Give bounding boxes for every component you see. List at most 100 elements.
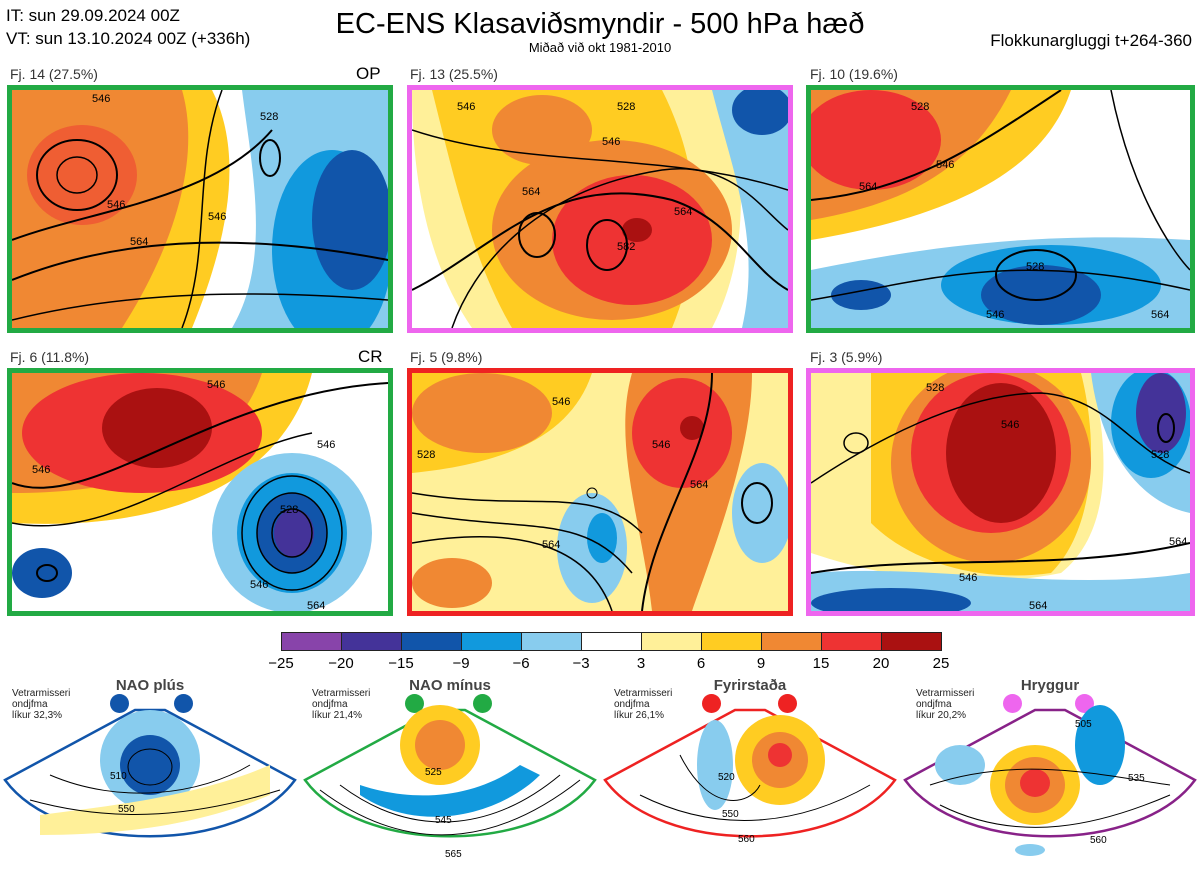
regime-note: Vetrarmisseri ondjfma líkur 21,4% (312, 688, 371, 721)
regime-note: Vetrarmisseri ondjfma líkur 20,2% (916, 688, 975, 721)
contour-label: 545 (435, 815, 452, 826)
contour-label: 560 (738, 834, 755, 845)
panel-label: Fj. 6 (11.8%) (10, 349, 90, 365)
contour-label: 505 (1075, 719, 1092, 730)
contour-label: 546 (1001, 419, 1019, 431)
panel-label: Fj. 13 (25.5%) (410, 66, 498, 82)
anomaly-map: 528 546 546 564 564 (412, 373, 788, 611)
contour-label: 528 (1151, 449, 1169, 461)
colorbar-tick-label: 15 (812, 655, 830, 672)
regime-title: NAO mínus (409, 677, 491, 694)
regime-title: Fyrirstaða (713, 677, 787, 694)
contour-label: 546 (250, 579, 268, 591)
contour-label: 520 (718, 772, 735, 783)
colorbar-swatch (521, 632, 582, 651)
forecast-times: IT: sun 29.09.2024 00Z VT: sun 13.10.202… (6, 4, 250, 50)
regime-dot (702, 694, 721, 713)
contour-label: 528 (926, 382, 944, 394)
cluster-map-panel: 528 546 546 564 564 (407, 368, 793, 616)
contour-label: 528 (280, 504, 298, 516)
contour-label: 564 (690, 479, 708, 491)
colorbar-swatch (341, 632, 402, 651)
colorbar-tick-label: −6 (512, 655, 530, 672)
regime-title: Hryggur (1020, 677, 1080, 694)
panel-label: Fj. 5 (9.8%) (410, 349, 483, 365)
regime-dot (110, 694, 129, 713)
cluster-map-panel: 528 546 564 528 546 564 (806, 85, 1195, 333)
panel-label: Fj. 14 (27.5%) (10, 66, 98, 82)
colorbar-swatch (881, 632, 942, 651)
contour-label: 528 (1026, 261, 1044, 273)
contour-label: 564 (674, 206, 692, 218)
contour-label: 564 (1169, 536, 1187, 548)
colorbar-swatch (701, 632, 762, 651)
regime-dot (1075, 694, 1094, 713)
contour-label: 525 (425, 767, 442, 778)
colorbar-swatch (761, 632, 822, 651)
contour-label: 528 (417, 449, 435, 461)
colorbar-tick-label: 20 (872, 655, 890, 672)
cluster-map-panel: 546 528 546 564 546 (7, 85, 393, 333)
contour-label: 564 (542, 539, 560, 551)
colorbar-tick-label: −9 (452, 655, 470, 672)
regime-dot (174, 694, 193, 713)
colorbar-tick-label: −25 (268, 655, 294, 672)
page-subtitle: Miðað við okt 1981-2010 (528, 40, 672, 55)
panel-tag: OP (356, 64, 381, 83)
contour-label: 546 (986, 309, 1004, 321)
page-title: EC-ENS Klasaviðsmyndir - 500 hPa hæð (335, 8, 865, 40)
contour-label: 546 (317, 439, 335, 451)
cluster-map-panel: 546 546 546 528 546 564 (7, 368, 393, 616)
contour-label: 528 (617, 101, 635, 113)
colorbar-swatch (641, 632, 702, 651)
regime-dot (1003, 694, 1022, 713)
colorbar-tick-label: 9 (756, 655, 766, 672)
contour-label: 546 (457, 101, 475, 113)
contour-label: 550 (118, 804, 135, 815)
colorbar-tick-label: 3 (636, 655, 646, 672)
contour-label: 535 (1128, 773, 1145, 784)
colorbar-tick-label: −20 (328, 655, 354, 672)
contour-label: 546 (92, 93, 110, 105)
cluster-map-panel: 546 528 564 546 564 582 (407, 85, 793, 333)
colorbar-swatch (461, 632, 522, 651)
contour-label: 564 (307, 600, 325, 611)
regime-title: NAO plús (115, 677, 185, 694)
anomaly-map: 546 546 546 528 546 564 (12, 373, 388, 611)
panel-tag: CR (358, 347, 383, 366)
contour-label: 550 (722, 809, 739, 820)
initial-time: IT: sun 29.09.2024 00Z (6, 6, 180, 25)
colorbar-swatch (581, 632, 642, 651)
regime-map: 510 550 (3, 708, 297, 838)
anomaly-map: 546 528 564 546 564 582 (412, 90, 788, 328)
contour-label: 564 (522, 186, 540, 198)
regime-row: NAO plús Vetrarmisseri ondjfma líkur 32,… (0, 675, 1200, 871)
contour-label: 546 (208, 211, 226, 223)
regime-dot (473, 694, 492, 713)
cluster-map-panel: 528 546 528 564 546 564 (806, 368, 1195, 616)
contour-label: 564 (859, 181, 877, 193)
contour-label: 546 (207, 379, 225, 391)
contour-label: 510 (110, 771, 127, 782)
contour-label: 546 (652, 439, 670, 451)
regime-map: 505 535 560 (903, 705, 1197, 856)
colorbar-swatch (281, 632, 342, 651)
regime-dot (778, 694, 797, 713)
contour-label: 546 (959, 572, 977, 584)
regime-dot (405, 694, 424, 713)
contour-label: 546 (552, 396, 570, 408)
anomaly-map: 528 546 564 528 546 564 (811, 90, 1190, 328)
classification-window: Flokkunargluggi t+264-360 (990, 31, 1192, 50)
valid-time: VT: sun 13.10.2024 00Z (+336h) (6, 29, 251, 48)
anomaly-map: 546 528 546 564 546 (12, 90, 388, 328)
contour-label: 564 (1029, 600, 1047, 611)
anomaly-map: 528 546 528 564 546 564 (811, 373, 1190, 611)
contour-label: 546 (936, 159, 954, 171)
contour-label: 546 (107, 199, 125, 211)
regime-map: 525 545 565 (303, 705, 597, 860)
panel-label: Fj. 10 (19.6%) (810, 66, 898, 82)
colorbar-swatch (821, 632, 882, 651)
contour-label: 564 (1151, 309, 1169, 321)
colorbar-tick-label: 6 (696, 655, 706, 672)
colorbar-tick-label: −3 (572, 655, 590, 672)
